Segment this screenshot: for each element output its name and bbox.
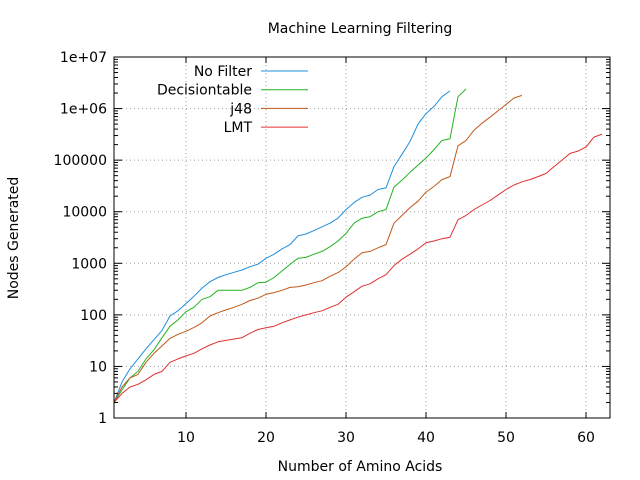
y-tick-label: 1e+06 xyxy=(60,102,107,118)
x-tick-label: 40 xyxy=(417,430,435,446)
y-tick-label: 10000 xyxy=(62,205,107,221)
series-line-0 xyxy=(113,90,451,403)
y-axis-label: Nodes Generated xyxy=(6,177,22,300)
x-tick-label: 50 xyxy=(497,430,515,446)
y-tick-label: 100000 xyxy=(54,153,107,169)
y-tick-label: 1 xyxy=(98,411,107,427)
series-lines xyxy=(113,88,603,403)
y-tick-label: 1000 xyxy=(71,256,107,272)
y-tick-label: 1e+07 xyxy=(60,50,107,66)
x-axis-ticks: 10 20 30 40 50 60 xyxy=(177,57,595,446)
x-tick-label: 10 xyxy=(177,430,195,446)
x-tick-label: 60 xyxy=(577,430,595,446)
legend-label: No Filter xyxy=(194,64,252,80)
grid-lines xyxy=(114,57,610,418)
y-tick-label: 100 xyxy=(80,308,107,324)
y-axis-ticks: 1 10 100 1000 10000 100000 1e+06 1e+07 xyxy=(54,50,610,427)
series-line-3 xyxy=(113,133,603,403)
legend-label: LMT xyxy=(224,120,253,136)
legend: No Filter Decisiontable j48 LMT xyxy=(157,64,308,136)
legend-label: j48 xyxy=(229,101,252,117)
y-tick-label: 10 xyxy=(89,359,107,375)
legend-label: Decisiontable xyxy=(157,83,252,99)
x-axis-label: Number of Amino Acids xyxy=(278,459,443,475)
chart-title: Machine Learning Filtering xyxy=(268,21,453,37)
series-line-1 xyxy=(113,88,467,403)
series-line-2 xyxy=(113,94,523,403)
x-tick-label: 20 xyxy=(257,430,275,446)
x-tick-label: 30 xyxy=(337,430,355,446)
plot-frame xyxy=(113,56,611,419)
